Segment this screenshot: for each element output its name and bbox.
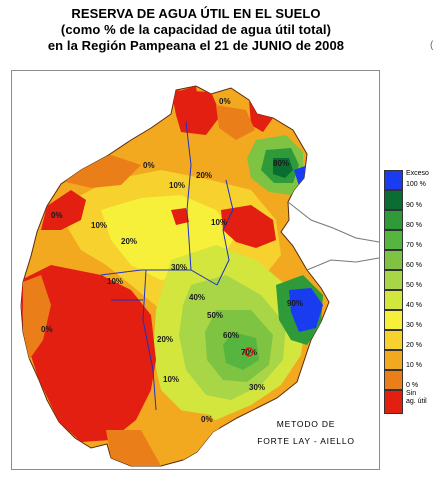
contour-label: 90% [287, 299, 303, 308]
method-line-2: FORTE LAY - AIELLO [257, 436, 355, 446]
contour-label: 20% [196, 171, 212, 180]
legend-swatch-60 [384, 270, 403, 290]
contour-label: 10% [163, 375, 179, 384]
contour-label: 0% [219, 97, 231, 106]
cropped-text-fragment: ( [430, 40, 434, 51]
contour-label: 80% [273, 159, 289, 168]
legend-swatch-100 [384, 190, 403, 210]
legend-label-90: 90 % [406, 202, 422, 209]
contour-label: 20% [121, 237, 137, 246]
contour-label: 0% [143, 161, 155, 170]
map-title: RESERVA DE AGUA ÚTIL EN EL SUELO (como %… [0, 6, 392, 54]
contour-label: 40% [189, 293, 205, 302]
legend-swatch-10 [384, 370, 403, 390]
legend-label-100: 100 % [406, 181, 426, 188]
contour-label: 20% [157, 335, 173, 344]
contour-label: 30% [171, 263, 187, 272]
legend-label-60: 60 % [406, 262, 422, 269]
legend-swatch-70 [384, 250, 403, 270]
legend-label-0: 0 % [406, 382, 419, 389]
legend-label-40: 40 % [406, 302, 422, 309]
contour-label: 10% [211, 218, 227, 227]
soil-water-map: 0% 0% 0% 10% 10% 20% 10% 20% 10% 0% 30% … [20, 85, 380, 467]
legend-label-50: 50 % [406, 282, 422, 289]
legend-swatch-exceso [384, 170, 403, 190]
method-note: METODO DE FORTE LAY - AIELLO [246, 416, 366, 450]
title-line-3: en la Región Pampeana el 21 de JUNIO de … [47, 38, 345, 53]
legend-label-10: 10 % [406, 362, 422, 369]
title-line-2: (como % de la capacidad de agua útil tot… [60, 22, 332, 37]
legend-swatch-0 [384, 390, 403, 414]
contour-label: 10% [91, 221, 107, 230]
title-line-1: RESERVA DE AGUA ÚTIL EN EL SUELO [71, 6, 321, 21]
contour-label: 0% [51, 211, 63, 220]
legend-swatch-90 [384, 210, 403, 230]
legend-swatch-20 [384, 350, 403, 370]
legend-swatch-40 [384, 310, 403, 330]
legend-label-30: 30 % [406, 322, 422, 329]
legend-swatch-30 [384, 330, 403, 350]
legend-swatch-50 [384, 290, 403, 310]
contour-label: 30% [249, 383, 265, 392]
legend-label-80: 80 % [406, 222, 422, 229]
contour-label: 10% [107, 277, 123, 286]
legend-swatch-80 [384, 230, 403, 250]
contour-label: 50% [207, 311, 223, 320]
contour-label: 0% [41, 325, 53, 334]
legend-label-ag-util: ag. útil [406, 398, 427, 405]
legend-label-sin: Sin [406, 390, 417, 397]
legend-label-20: 20 % [406, 342, 422, 349]
contour-label: 70% [241, 348, 257, 357]
contour-label: 60% [223, 331, 239, 340]
legend-label-exceso: Exceso [406, 170, 429, 177]
contour-label: 10% [169, 181, 185, 190]
method-line-1: METODO DE [276, 419, 336, 429]
contour-label: 0% [201, 415, 213, 424]
legend-label-70: 70 % [406, 242, 422, 249]
